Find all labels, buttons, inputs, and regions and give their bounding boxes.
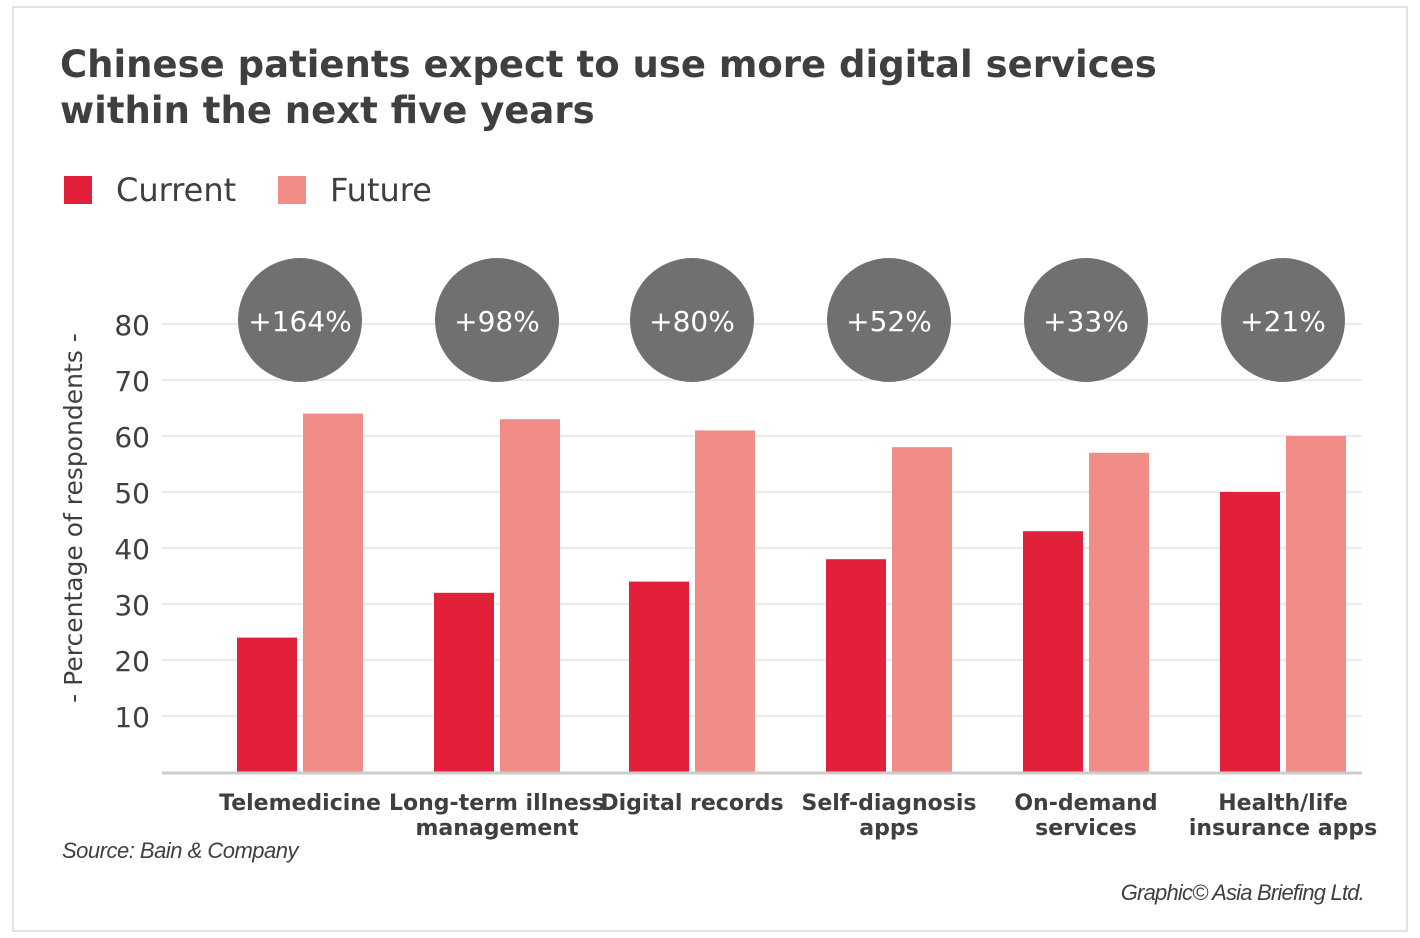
y-tick-label: 70 bbox=[114, 365, 150, 398]
y-axis-label: - Percentage of respondents - bbox=[59, 333, 88, 703]
bar-current bbox=[629, 581, 689, 772]
bar-current bbox=[434, 592, 494, 772]
change-label: +164% bbox=[248, 305, 352, 338]
graphic-credit: Graphic© Asia Briefing Ltd. bbox=[1120, 880, 1365, 905]
legend-swatch-current bbox=[64, 176, 92, 204]
category-label: Health/life bbox=[1218, 791, 1348, 816]
change-label: +21% bbox=[1240, 305, 1326, 338]
change-bubble bbox=[1024, 258, 1148, 382]
bar-future bbox=[1089, 452, 1149, 772]
change-label: +98% bbox=[454, 305, 540, 338]
bar-future bbox=[892, 447, 952, 772]
bar-future bbox=[500, 419, 560, 772]
category-label: services bbox=[1035, 816, 1137, 841]
y-tick-label: 20 bbox=[114, 645, 150, 678]
bar-future bbox=[1286, 436, 1346, 772]
bar-current bbox=[826, 559, 886, 772]
y-tick-label: 40 bbox=[114, 533, 150, 566]
y-tick-label: 80 bbox=[114, 309, 150, 342]
y-tick-label: 60 bbox=[114, 421, 150, 454]
legend-swatch-future bbox=[278, 176, 306, 204]
change-label: +33% bbox=[1043, 305, 1129, 338]
change-bubble bbox=[630, 258, 754, 382]
legend-label-future: Future bbox=[330, 171, 432, 209]
category-label: Self-diagnosis bbox=[801, 791, 976, 816]
change-bubble bbox=[827, 258, 951, 382]
bar-current bbox=[237, 637, 297, 772]
change-label: +80% bbox=[649, 305, 735, 338]
change-bubble bbox=[1221, 258, 1345, 382]
bar-future bbox=[695, 430, 755, 772]
bar-current bbox=[1023, 531, 1083, 772]
chart-title: Chinese patients expect to use more digi… bbox=[60, 43, 1157, 132]
bar-future bbox=[303, 413, 363, 772]
category-label: Digital records bbox=[600, 791, 783, 816]
y-tick-label: 30 bbox=[114, 589, 150, 622]
y-tick-label: 10 bbox=[114, 701, 150, 734]
category-label: On-demand bbox=[1014, 791, 1157, 816]
category-label: insurance apps bbox=[1189, 816, 1377, 841]
y-tick-label: 50 bbox=[114, 477, 150, 510]
category-label: management bbox=[416, 816, 579, 841]
legend-label-current: Current bbox=[116, 171, 237, 209]
source-note: Source: Bain & Company bbox=[62, 838, 299, 863]
bar-current bbox=[1220, 492, 1280, 772]
change-bubble bbox=[435, 258, 559, 382]
category-label: Long-term illness bbox=[389, 791, 605, 816]
change-bubble bbox=[238, 258, 362, 382]
category-label: apps bbox=[859, 816, 918, 841]
change-label: +52% bbox=[846, 305, 932, 338]
category-label: Telemedicine bbox=[219, 791, 381, 816]
